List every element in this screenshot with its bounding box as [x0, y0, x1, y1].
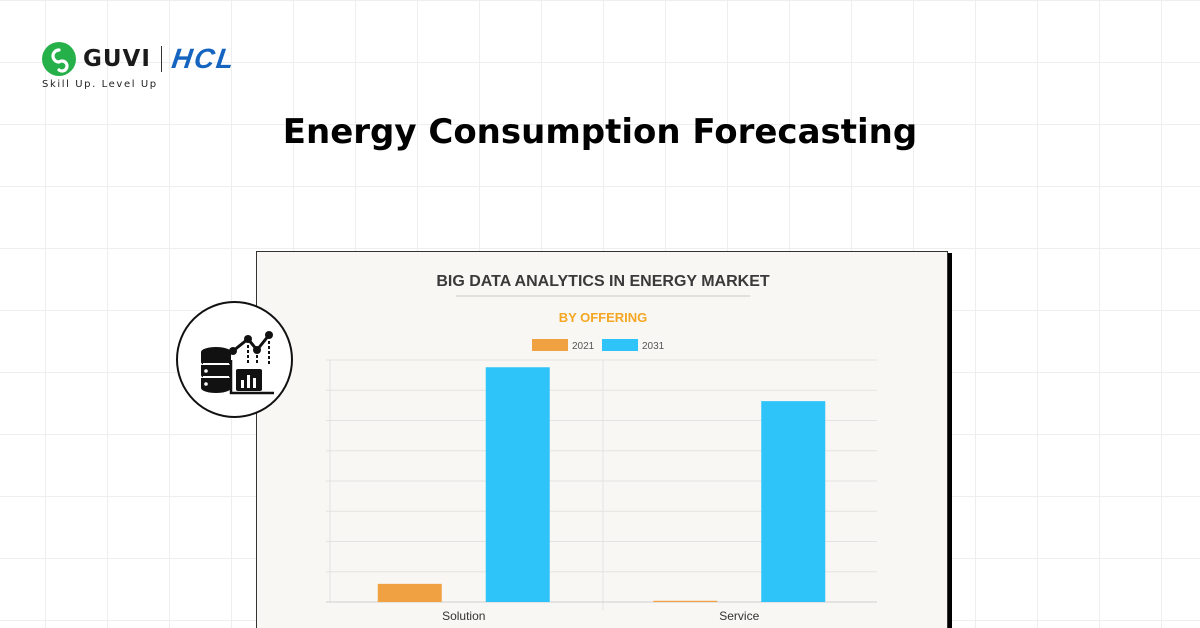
legend-swatch-2021 — [532, 339, 568, 351]
x-tick-label: Solution — [442, 609, 485, 623]
bar-chart: BIG DATA ANALYTICS IN ENERGY MARKET BY OF… — [326, 273, 877, 623]
guvi-wordmark: GUVI — [83, 46, 151, 72]
x-tick-label: Service — [719, 609, 759, 623]
hcl-wordmark: HCL — [169, 43, 238, 74]
chart-subtitle: BY OFFERING — [559, 310, 648, 325]
guvi-logo-icon — [42, 42, 76, 76]
database-analytics-icon — [201, 331, 274, 395]
bar-solution-2031 — [485, 367, 550, 602]
brand-header: GUVI HCL Skill Up. Level Up — [42, 42, 312, 98]
page-title: Energy Consumption Forecasting — [282, 112, 918, 152]
chart-card: BIG DATA ANALYTICS IN ENERGY MARKET BY OF… — [256, 251, 948, 628]
legend-swatch-2031 — [602, 339, 638, 351]
bar-service-2031 — [761, 401, 826, 602]
bar-solution-2021 — [377, 583, 442, 602]
brand-tagline: Skill Up. Level Up — [42, 79, 158, 90]
database-analytics-badge — [176, 301, 293, 418]
legend-label-2021: 2021 — [572, 341, 595, 352]
brand-divider — [160, 46, 162, 72]
bar-service-2021 — [653, 600, 718, 602]
legend-label-2031: 2031 — [642, 341, 665, 352]
chart-title: BIG DATA ANALYTICS IN ENERGY MARKET — [436, 273, 770, 290]
